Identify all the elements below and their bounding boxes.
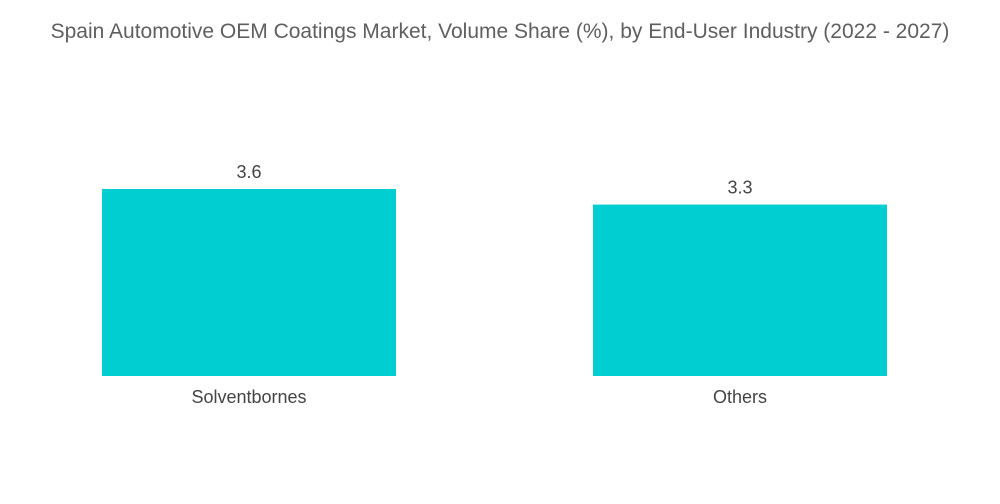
x-tick-labels-group: Solventbornes Others <box>191 387 767 407</box>
bar-others <box>593 204 887 376</box>
chart-title: Spain Automotive OEM Coatings Market, Vo… <box>50 20 950 43</box>
bar-solventbornes <box>102 189 396 376</box>
bars-group <box>102 189 887 376</box>
value-labels-group: 3.6 3.3 <box>236 162 752 198</box>
x-tick-label-others: Others <box>713 387 767 407</box>
value-label-others: 3.3 <box>727 178 752 198</box>
x-tick-label-solventbornes: Solventbornes <box>191 387 306 407</box>
value-label-solventbornes: 3.6 <box>236 162 261 182</box>
